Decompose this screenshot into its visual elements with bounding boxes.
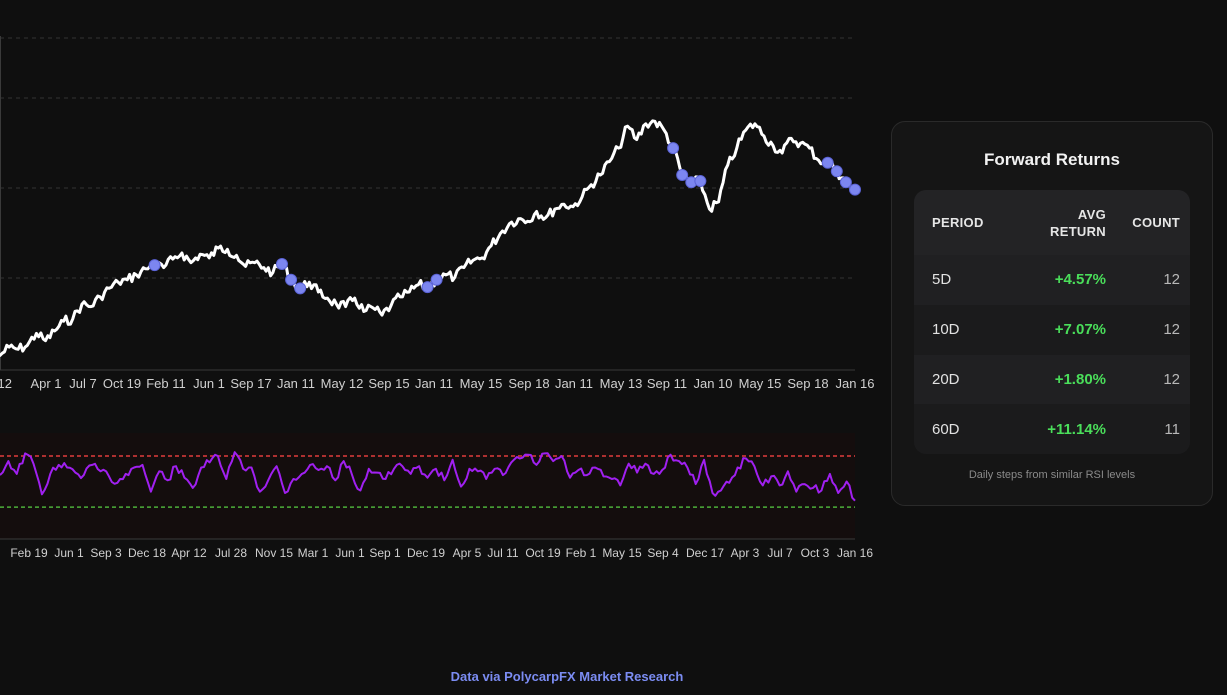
price-x-tick-label: May 13 — [600, 376, 643, 391]
table-row: 60D +11.14% 11 — [914, 404, 1190, 454]
signal-marker — [148, 259, 161, 272]
price-x-tick-label: Jul 7 — [69, 376, 96, 391]
price-x-tick-label: May 15 — [460, 376, 503, 391]
row-period: 5D — [932, 271, 952, 289]
signal-marker — [839, 176, 852, 189]
price-x-tick-label: Feb 11 — [146, 376, 186, 391]
rsi-x-tick-label: Jul 28 — [215, 546, 247, 560]
rsi-x-tick-label: May 15 — [602, 546, 642, 560]
table-row: 20D +1.80% 12 — [914, 354, 1190, 405]
rsi-x-tick-label: Feb 19 — [10, 546, 48, 560]
row-avg-return: +7.07% — [1054, 321, 1106, 339]
panel-footnote: Daily steps from similar RSI levels — [968, 469, 1136, 481]
price-x-tick-label: Sep 18 — [508, 376, 549, 391]
row-count: 11 — [1164, 420, 1180, 438]
signal-marker — [676, 168, 689, 181]
rsi-x-tick-label: Dec 18 — [128, 546, 166, 560]
price-gridlines — [0, 37, 855, 279]
table-row: 5D +4.57% 12 — [914, 255, 1190, 305]
rsi-series-line — [0, 451, 856, 502]
price-x-tick-labels: c 12 Apr 1 Jul 7 Oct 19 Feb 11 Jun 1 Sep 17 Jan… — [0, 376, 875, 391]
rsi-x-tick-label: Nov 15 — [255, 546, 293, 560]
price-x-tick-label: Jan 11 — [555, 376, 593, 391]
row-count: 12 — [1163, 271, 1180, 289]
row-period: 60D — [932, 420, 960, 438]
price-x-tick-label: Jan 16 — [835, 376, 874, 391]
price-x-tick-label: Jan 11 — [277, 376, 315, 391]
table-body: 5D +4.57% 12 10D +7.07% 12 20D +1.80% 12… — [914, 255, 1190, 454]
rsi-x-tick-label: Mar 1 — [298, 546, 329, 560]
rsi-x-tick-label: Sep 1 — [369, 546, 401, 560]
price-x-tick-label: Apr 1 — [30, 376, 61, 391]
rsi-x-tick-label: Jan 16 — [837, 546, 873, 560]
rsi-x-tick-label: Sep 3 — [90, 546, 122, 560]
rsi-x-tick-label: Jun 1 — [54, 546, 84, 560]
rsi-x-tick-label: Dec 19 — [407, 546, 445, 560]
rsi-x-tick-label: Jul 11 — [487, 546, 518, 560]
signal-marker — [275, 257, 288, 270]
panel-title: Forward Returns — [983, 150, 1121, 169]
signal-marker — [421, 281, 434, 294]
signal-marker — [285, 273, 298, 286]
rsi-x-tick-label: Apr 5 — [453, 546, 482, 560]
price-x-tick-label: Jun 1 — [193, 376, 225, 391]
signal-marker — [821, 156, 834, 169]
rsi-x-tick-labels: Feb 19 Jun 1 Sep 3 Dec 18 Apr 12 Jul 28 Nov 15… — [10, 546, 873, 560]
row-period: 10D — [932, 321, 960, 339]
rsi-x-tick-label: Apr 12 — [171, 546, 207, 560]
forward-returns-panel: Forward Returns PERIOD AVG RETURN COUNT … — [891, 121, 1213, 506]
forward-returns-table: PERIOD AVG RETURN COUNT 5D +4.57% 12 10D… — [914, 190, 1190, 454]
table-header-row: PERIOD AVG RETURN COUNT — [914, 190, 1190, 255]
rsi-x-tick-label: Oct 3 — [801, 546, 830, 560]
rsi-band-background — [0, 433, 855, 539]
price-x-tick-label: Sep 11 — [647, 376, 687, 391]
price-x-tick-label: May 15 — [739, 376, 782, 391]
row-period: 20D — [932, 370, 960, 388]
signal-marker — [830, 165, 843, 178]
price-x-tick-label: Jan 11 — [415, 376, 453, 391]
rsi-x-tick-label: Jun 1 — [335, 546, 365, 560]
price-x-tick-label: Jan 10 — [693, 376, 732, 391]
header-avg-return: AVG RETURN — [1006, 206, 1106, 240]
signal-marker — [849, 183, 861, 196]
rsi-x-tick-label: Feb 1 — [566, 546, 597, 560]
header-avg-return-line1: AVG — [1077, 206, 1106, 222]
price-x-tick-label: Sep 18 — [787, 376, 828, 391]
row-avg-return: +11.14% — [1047, 420, 1106, 438]
header-period: PERIOD — [932, 215, 984, 230]
rsi-x-tick-label: Oct 19 — [525, 546, 561, 560]
table-row: 10D +7.07% 12 — [914, 304, 1190, 355]
row-avg-return: +1.80% — [1054, 370, 1106, 388]
price-x-tick-label: Sep 17 — [230, 376, 271, 391]
header-avg-return-line2: RETURN — [1050, 223, 1106, 239]
header-count: COUNT — [1132, 215, 1180, 230]
rsi-chart: Feb 19 Jun 1 Sep 3 Dec 18 Apr 12 Jul 28 Nov 15… — [0, 433, 873, 560]
signal-markers — [148, 142, 861, 295]
price-x-tick-label: Sep 15 — [368, 376, 409, 391]
signal-marker — [694, 175, 707, 188]
signal-marker — [667, 142, 680, 155]
rsi-x-tick-label: Sep 4 — [647, 546, 679, 560]
price-x-tick-label: May 12 — [321, 376, 364, 391]
signal-marker — [430, 273, 443, 286]
row-count: 12 — [1163, 321, 1180, 339]
signal-marker — [294, 282, 307, 295]
row-avg-return: +4.57% — [1054, 271, 1106, 289]
price-chart: c 12 Apr 1 Jul 7 Oct 19 Feb 11 Jun 1 Sep 17 Jan… — [0, 36, 875, 391]
rsi-x-tick-label: Apr 3 — [731, 546, 760, 560]
row-count: 12 — [1163, 370, 1180, 388]
price-x-tick-label: Oct 19 — [103, 376, 141, 391]
rsi-x-tick-label: Dec 17 — [686, 546, 724, 560]
rsi-x-tick-label: Jul 7 — [767, 546, 793, 560]
price-x-tick-label: c 12 — [0, 376, 12, 391]
data-source-credit[interactable]: Data via PolycarpFX Market Research — [450, 669, 684, 684]
price-series-line — [0, 119, 857, 357]
